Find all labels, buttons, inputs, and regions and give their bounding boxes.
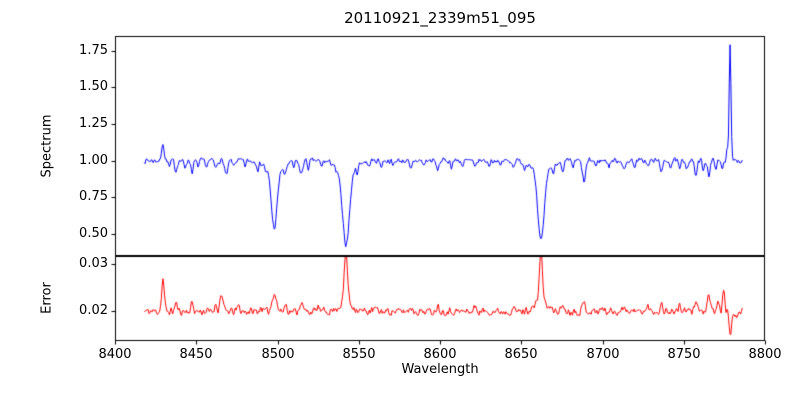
x-axis-label: Wavelength (401, 362, 479, 377)
y-tick-label: 0.75 (79, 189, 108, 204)
x-tick-label: 8450 (179, 347, 213, 362)
y-tick-label: 1.75 (79, 43, 108, 58)
x-tick-label: 8700 (586, 347, 620, 362)
y-axis-label-spectrum: Spectrum (39, 114, 55, 178)
chart-title: 20110921_2339m51_095 (344, 9, 536, 27)
y-axis-label-error: Error (39, 282, 55, 314)
x-tick-label: 8650 (504, 347, 538, 362)
x-tick-label: 8750 (667, 347, 701, 362)
x-tick-label: 8400 (98, 347, 132, 362)
y-tick-label: 0.50 (79, 226, 108, 241)
x-tick-label: 8550 (342, 347, 376, 362)
x-tick-label: 8600 (423, 347, 457, 362)
y-tick-label: 1.50 (79, 79, 108, 94)
y-tick-label: 1.25 (79, 116, 108, 131)
y-tick-label: 0.02 (79, 303, 108, 318)
x-tick-label: 8800 (748, 347, 782, 362)
x-tick-label: 8500 (261, 347, 295, 362)
y-tick-label: 1.00 (79, 153, 108, 168)
y-tick-label: 0.03 (79, 256, 108, 271)
